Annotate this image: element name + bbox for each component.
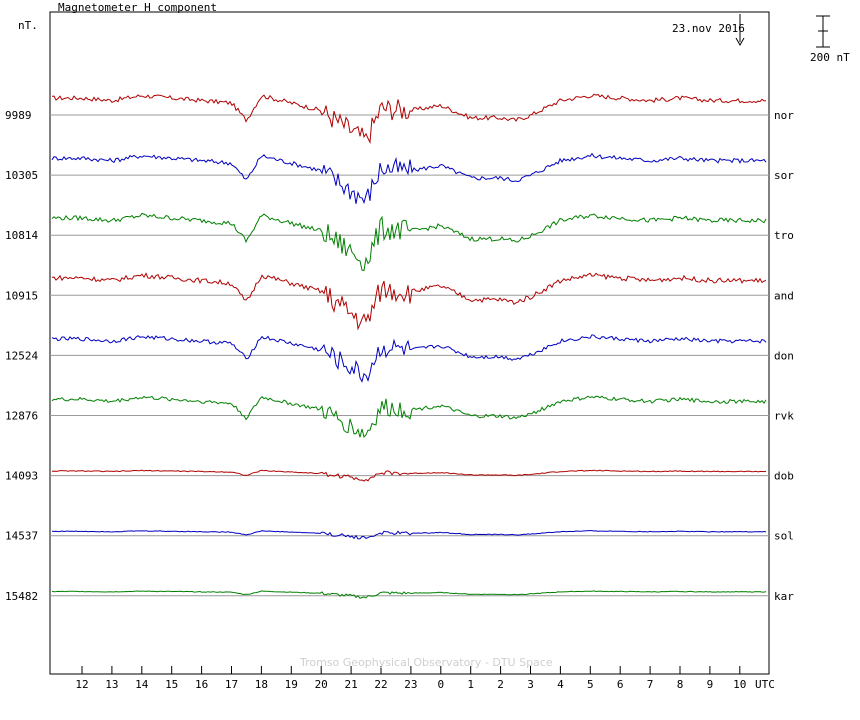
- x-tick-label: 0: [437, 678, 444, 691]
- series-line-dob: [51, 469, 767, 482]
- x-tick-label: 8: [677, 678, 684, 691]
- station-label-rvk: rvk: [774, 410, 794, 423]
- x-tick-label: 18: [255, 678, 268, 691]
- series-lines: [51, 93, 767, 599]
- x-tick-label: 19: [285, 678, 298, 691]
- x-tick-label: 12: [75, 678, 88, 691]
- scale-bar: [816, 15, 830, 48]
- series-line-kar: [51, 590, 767, 599]
- x-axis-unit-label: UTC: [755, 678, 775, 691]
- x-tick-label: 2: [497, 678, 504, 691]
- station-label-don: don: [774, 349, 794, 362]
- scale-bar-label: 200 nT: [810, 51, 850, 64]
- series-line-tro: [51, 212, 767, 272]
- station-label-sol: sol: [774, 530, 794, 543]
- baseline-value-and: 10915: [5, 289, 38, 302]
- x-tick-label: 23: [404, 678, 417, 691]
- baseline-value-sol: 14537: [5, 530, 38, 543]
- x-tick-label: 10: [733, 678, 746, 691]
- x-tick-label: 4: [557, 678, 564, 691]
- x-tick-label: 5: [587, 678, 594, 691]
- y-axis-unit: nT.: [18, 19, 38, 32]
- series-line-nor: [51, 93, 767, 145]
- baseline-value-sor: 10305: [5, 169, 38, 182]
- x-tick-label: 21: [344, 678, 357, 691]
- plot-frame: [49, 11, 770, 675]
- x-tick-label: 7: [647, 678, 654, 691]
- baseline-labels: 9989 10305 10814 10915 12524 12876 14093 14537 1…: [5, 109, 38, 603]
- station-label-dob: dob: [774, 470, 794, 483]
- x-tick-label: 22: [374, 678, 387, 691]
- x-tick-label: 3: [527, 678, 534, 691]
- station-label-tro: tro: [774, 229, 794, 242]
- series-line-don: [51, 334, 767, 383]
- x-tick-label: 17: [225, 678, 238, 691]
- station-labels: nor sor tro and don rvk dob sol kar: [774, 109, 794, 603]
- date-marker-arrow-icon: [735, 37, 745, 47]
- baseline-value-rvk: 12876: [5, 410, 38, 423]
- x-axis-ticks: 12 13 14 15 16 17 18 19 20 21 22 23 0 1 2 3 4 5 6 7 8 9 10: [75, 666, 746, 691]
- x-tick-label: 13: [105, 678, 118, 691]
- baseline-grid: [50, 114, 769, 597]
- series-line-rvk: [51, 395, 767, 439]
- x-tick-label: 14: [135, 678, 149, 691]
- x-tick-label: 15: [165, 678, 178, 691]
- x-tick-label: 16: [195, 678, 208, 691]
- series-line-sor: [51, 152, 767, 205]
- baseline-value-tro: 10814: [5, 229, 38, 242]
- x-tick-label: 9: [707, 678, 714, 691]
- station-label-and: and: [774, 289, 794, 302]
- baseline-value-kar: 15482: [5, 590, 38, 603]
- series-line-sol: [51, 530, 767, 540]
- x-tick-label: 1: [467, 678, 474, 691]
- station-label-sor: sor: [774, 169, 794, 182]
- baseline-value-nor: 9989: [5, 109, 32, 122]
- x-tick-label: 20: [315, 678, 328, 691]
- baseline-value-dob: 14093: [5, 470, 38, 483]
- chart-title: Magnetometer H component: [58, 1, 217, 14]
- date-label: 23.nov 2016: [672, 22, 745, 35]
- baseline-value-don: 12524: [5, 349, 38, 362]
- watermark: Tromso Geophysical Observatory - DTU Spa…: [299, 656, 553, 669]
- series-line-and: [51, 272, 767, 331]
- x-tick-label: 6: [617, 678, 624, 691]
- station-label-kar: kar: [774, 590, 794, 603]
- station-label-nor: nor: [774, 109, 794, 122]
